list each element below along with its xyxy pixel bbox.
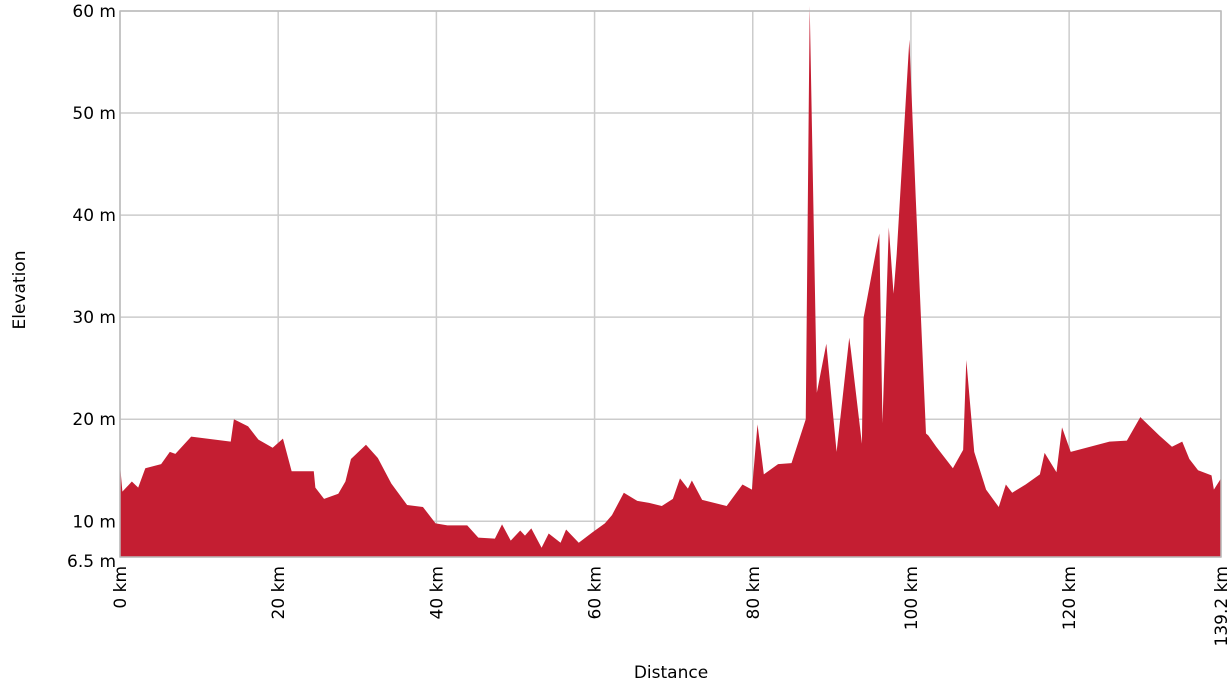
x-tick-label: 20 km — [269, 566, 289, 619]
x-axis-title: Distance — [634, 663, 708, 683]
x-tick-label: 40 km — [427, 566, 447, 619]
y-tick-label: 40 m — [72, 206, 116, 226]
x-tick-label: 80 km — [744, 566, 764, 619]
x-axis-tick-labels: 0 km 20 km 40 km 60 km 80 km 100 km 120 km 139.… — [111, 566, 1232, 646]
y-tick-label: 20 m — [72, 410, 116, 430]
x-tick-label: 0 km — [111, 566, 131, 609]
elevation-area — [120, 5, 1221, 557]
x-tick-label: 60 km — [586, 566, 606, 619]
x-tick-label: 120 km — [1060, 566, 1080, 630]
y-tick-label: 50 m — [72, 104, 116, 124]
y-tick-label: 30 m — [72, 308, 116, 328]
x-tick-label: 139.2 km — [1212, 566, 1232, 646]
y-axis-tick-labels: 6.5 m 10 m 20 m 30 m 40 m 50 m 60 m — [67, 2, 116, 572]
x-tick-label: 100 km — [902, 566, 922, 630]
y-tick-label: 6.5 m — [67, 552, 116, 572]
elevation-area-series — [120, 5, 1221, 557]
y-tick-label: 10 m — [72, 512, 116, 532]
plot-frame — [119, 10, 1222, 558]
y-tick-label: 60 m — [72, 2, 116, 22]
y-axis-title: Elevation — [10, 251, 30, 330]
